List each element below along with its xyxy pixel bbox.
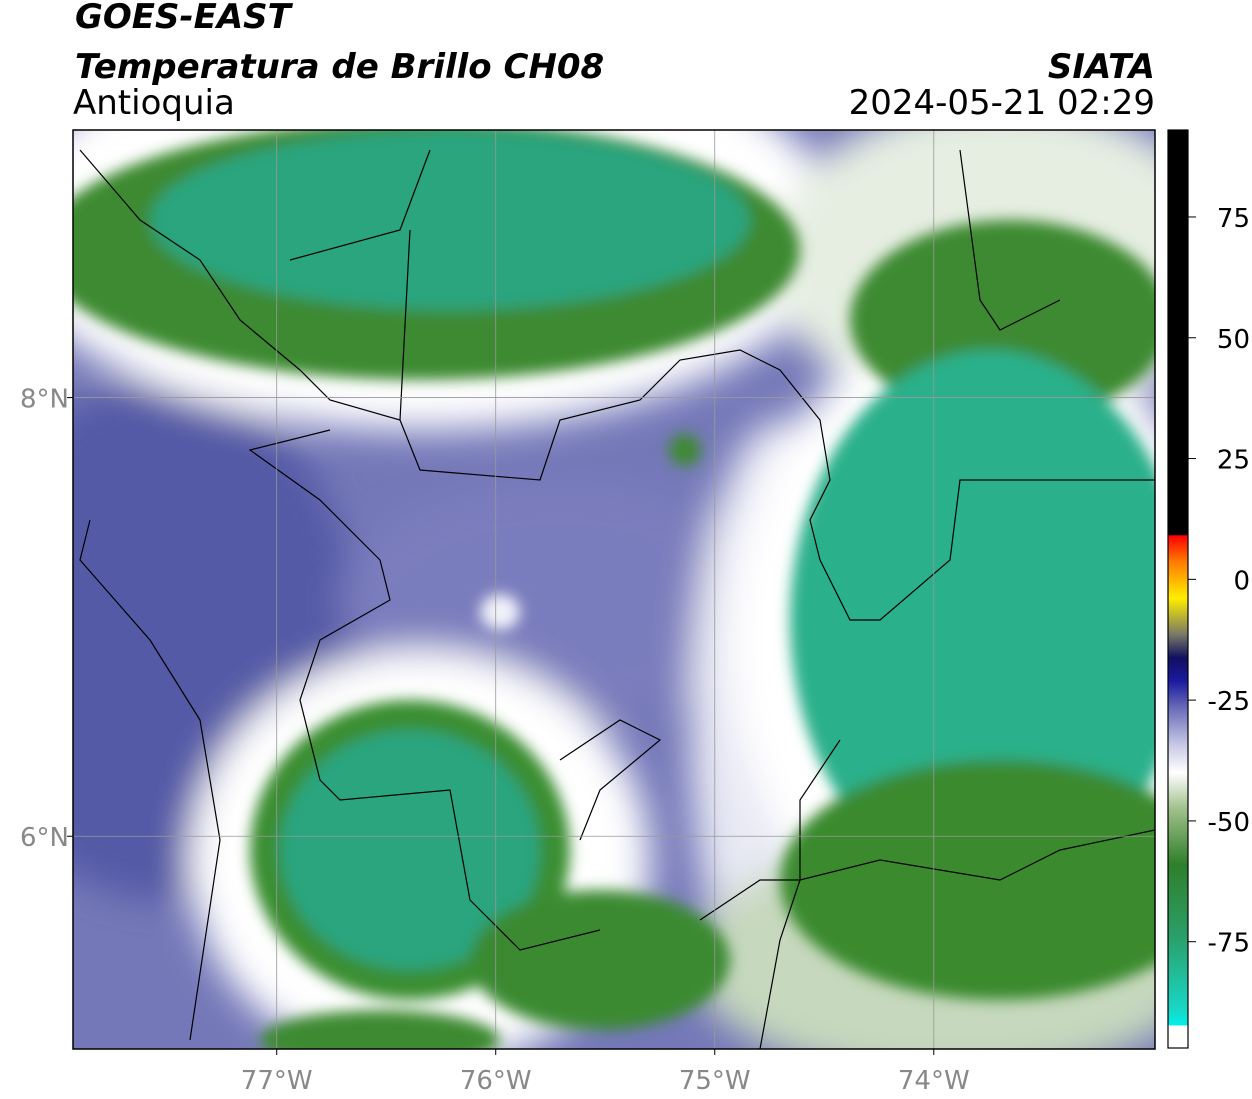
agency: SIATA xyxy=(1048,47,1155,87)
x-tick-label: 74°W xyxy=(898,1066,970,1096)
x-tick-label: 76°W xyxy=(460,1066,532,1096)
region: Antioquia xyxy=(73,83,235,123)
colorbar-tick-label: 25 xyxy=(1217,446,1250,476)
colorbar-tick-label: -25 xyxy=(1208,687,1250,717)
source-title: GOES-EAST xyxy=(75,0,294,37)
colorbar-tick-label: 0 xyxy=(1233,566,1250,596)
colorbar-tick-label: -75 xyxy=(1208,929,1250,959)
datetime: 2024-05-21 02:29 xyxy=(849,83,1155,123)
satellite-image xyxy=(73,130,1155,1049)
colorbar-tick-label: 75 xyxy=(1217,204,1250,234)
colorbar-tick-label: -50 xyxy=(1208,808,1250,838)
chart-title: Temperatura de Brillo CH08 xyxy=(75,47,604,87)
colorbar xyxy=(1167,129,1189,1049)
y-tick-label: 6°N xyxy=(20,823,69,853)
y-tick-label: 8°N xyxy=(20,385,69,415)
x-tick-label: 77°W xyxy=(241,1066,313,1096)
colorbar-tick-label: 50 xyxy=(1217,325,1250,355)
x-tick-label: 75°W xyxy=(679,1066,751,1096)
map-frame xyxy=(72,129,1156,1050)
graticule xyxy=(73,130,1155,1049)
